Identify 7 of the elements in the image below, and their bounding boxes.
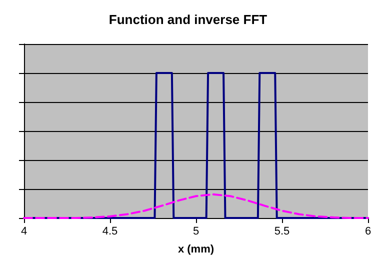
x-axis-title: x (mm) xyxy=(178,244,214,256)
x-tick-label: 4 xyxy=(20,226,28,238)
x-tick-label: 4.5 xyxy=(102,226,118,238)
x-tick-label: 5 xyxy=(192,226,200,238)
x-tick-label: 6 xyxy=(364,226,372,238)
x-tick-label: 5.5 xyxy=(274,226,290,238)
chart-title: Function and inverse FFT xyxy=(108,12,268,27)
